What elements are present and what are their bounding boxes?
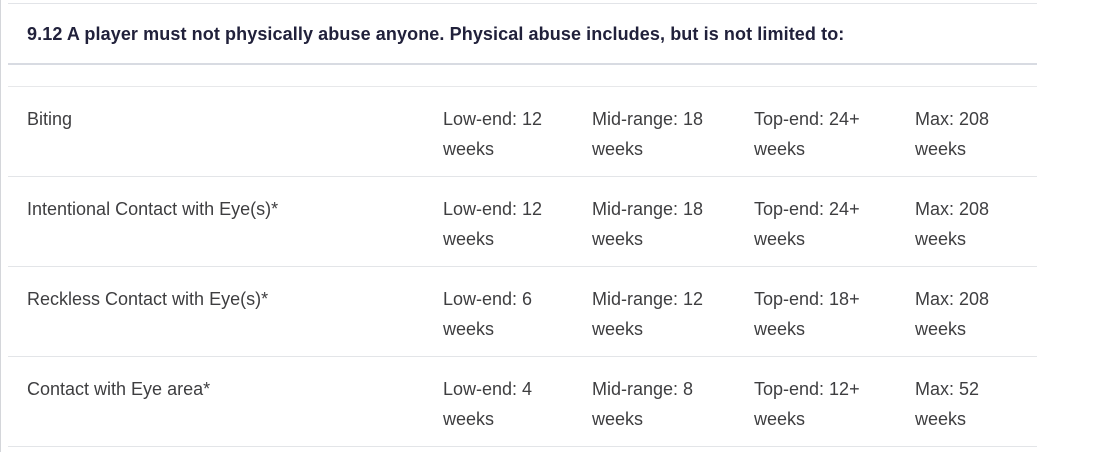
mid-range-value: Mid-range: 18 bbox=[592, 199, 704, 219]
top-end-unit: weeks bbox=[754, 139, 806, 159]
max-unit: weeks bbox=[915, 319, 967, 339]
low-end-value: Low-end: 4 bbox=[443, 379, 533, 399]
low-end-cell: Low-end: 12 weeks bbox=[427, 104, 576, 176]
mid-range-value: Mid-range: 12 bbox=[592, 289, 704, 309]
max-value: Max: 208 bbox=[915, 109, 990, 129]
mid-range-cell: Mid-range: 18 weeks bbox=[576, 104, 738, 176]
offence-cell: Contact with Eye area* bbox=[8, 374, 427, 446]
offence-label: Contact with Eye area* bbox=[27, 379, 211, 399]
max-value: Max: 208 bbox=[915, 289, 990, 309]
low-end-value: Low-end: 12 bbox=[443, 109, 543, 129]
top-end-cell: Top-end: 12+ weeks bbox=[738, 374, 899, 446]
mid-range-unit: weeks bbox=[592, 319, 644, 339]
page-left-edge-divider bbox=[0, 0, 1, 452]
mid-range-value: Mid-range: 8 bbox=[592, 379, 694, 399]
low-end-unit: weeks bbox=[443, 139, 495, 159]
low-end-unit: weeks bbox=[443, 409, 495, 429]
low-end-unit: weeks bbox=[443, 229, 495, 249]
max-unit: weeks bbox=[915, 229, 967, 249]
top-end-unit: weeks bbox=[754, 319, 806, 339]
sanctions-table-section: 9.12 A player must not physically abuse … bbox=[8, 0, 1037, 447]
top-end-unit: weeks bbox=[754, 229, 806, 249]
offence-cell: Intentional Contact with Eye(s)* bbox=[8, 194, 427, 266]
low-end-cell: Low-end: 4 weeks bbox=[427, 374, 576, 446]
max-cell: Max: 52 weeks bbox=[899, 374, 1037, 446]
max-cell: Max: 208 weeks bbox=[899, 284, 1037, 356]
top-end-value: Top-end: 12+ bbox=[754, 379, 860, 399]
mid-range-cell: Mid-range: 12 weeks bbox=[576, 284, 738, 356]
offence-cell: Reckless Contact with Eye(s)* bbox=[8, 284, 427, 356]
table-row-reckless-eye-contact: Reckless Contact with Eye(s)* Low-end: 6… bbox=[8, 267, 1037, 357]
max-cell: Max: 208 weeks bbox=[899, 104, 1037, 176]
mid-range-cell: Mid-range: 18 weeks bbox=[576, 194, 738, 266]
low-end-value: Low-end: 6 bbox=[443, 289, 533, 309]
offence-cell: Biting bbox=[8, 104, 427, 176]
top-end-cell: Top-end: 24+ weeks bbox=[738, 104, 899, 176]
rule-heading-block: 9.12 A player must not physically abuse … bbox=[8, 3, 1037, 65]
max-unit: weeks bbox=[915, 139, 967, 159]
table-row-eye-area-contact: Contact with Eye area* Low-end: 4 weeks … bbox=[8, 357, 1037, 447]
mid-range-unit: weeks bbox=[592, 139, 644, 159]
offence-label: Biting bbox=[27, 109, 73, 129]
rule-heading: 9.12 A player must not physically abuse … bbox=[27, 23, 845, 44]
mid-range-value: Mid-range: 18 bbox=[592, 109, 704, 129]
table-header-row-empty bbox=[8, 65, 1037, 87]
mid-range-unit: weeks bbox=[592, 409, 644, 429]
top-end-cell: Top-end: 18+ weeks bbox=[738, 284, 899, 356]
top-end-cell: Top-end: 24+ weeks bbox=[738, 194, 899, 266]
top-end-value: Top-end: 24+ bbox=[754, 109, 860, 129]
mid-range-unit: weeks bbox=[592, 229, 644, 249]
offence-label: Intentional Contact with Eye(s)* bbox=[27, 199, 279, 219]
low-end-cell: Low-end: 12 weeks bbox=[427, 194, 576, 266]
low-end-value: Low-end: 12 bbox=[443, 199, 543, 219]
top-end-value: Top-end: 18+ bbox=[754, 289, 860, 309]
low-end-unit: weeks bbox=[443, 319, 495, 339]
table-row-biting: Biting Low-end: 12 weeks Mid-range: 18 w… bbox=[8, 87, 1037, 177]
top-end-unit: weeks bbox=[754, 409, 806, 429]
max-value: Max: 52 bbox=[915, 379, 980, 399]
mid-range-cell: Mid-range: 8 weeks bbox=[576, 374, 738, 446]
max-cell: Max: 208 weeks bbox=[899, 194, 1037, 266]
max-value: Max: 208 bbox=[915, 199, 990, 219]
max-unit: weeks bbox=[915, 409, 967, 429]
table-row-intentional-eye-contact: Intentional Contact with Eye(s)* Low-end… bbox=[8, 177, 1037, 267]
offence-label: Reckless Contact with Eye(s)* bbox=[27, 289, 269, 309]
low-end-cell: Low-end: 6 weeks bbox=[427, 284, 576, 356]
top-end-value: Top-end: 24+ bbox=[754, 199, 860, 219]
